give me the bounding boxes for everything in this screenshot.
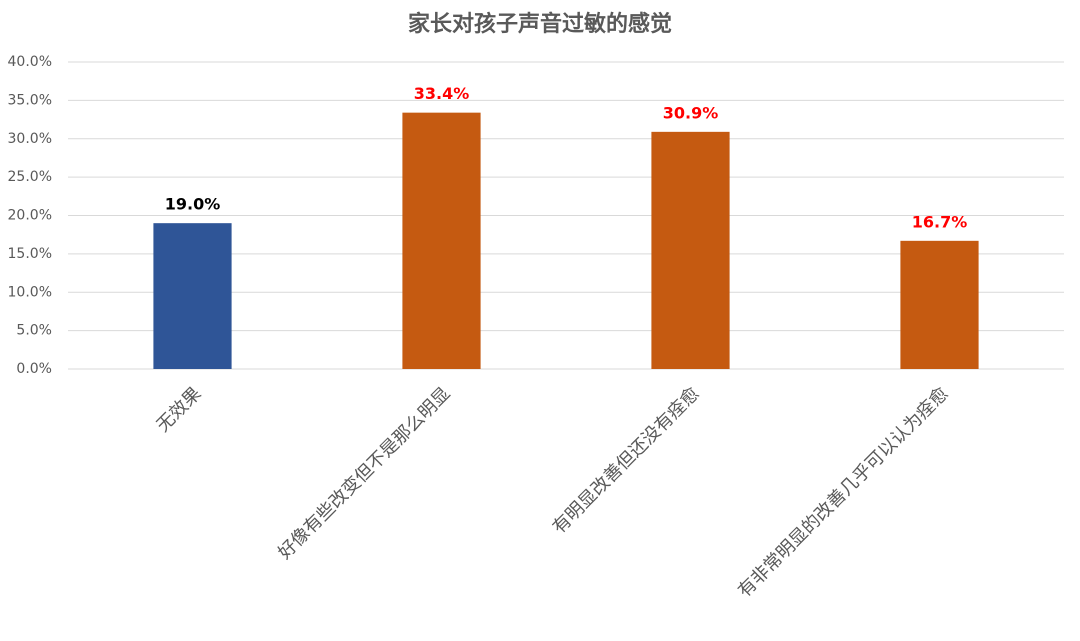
y-tick-label: 35.0% [8, 92, 52, 108]
y-tick-label: 25.0% [8, 169, 52, 185]
bar [651, 131, 730, 369]
value-label: 30.9% [663, 103, 719, 122]
y-tick-label: 0.0% [16, 361, 52, 377]
y-tick-label: 10.0% [8, 284, 52, 300]
value-label: 19.0% [165, 195, 221, 214]
x-tick-label: 有非常明显的改善几乎可以认为痊愈 [734, 383, 952, 601]
y-tick-label: 5.0% [16, 323, 52, 339]
x-tick-label: 无效果 [153, 383, 206, 436]
y-tick-label: 30.0% [8, 131, 52, 147]
bar [153, 223, 232, 369]
y-tick-label: 15.0% [8, 246, 52, 262]
x-tick-label: 有明显改善但还没有痊愈 [549, 383, 704, 538]
value-label: 16.7% [912, 212, 968, 231]
bar [900, 240, 979, 369]
x-tick-label: 好像有些改变但不是那么明显 [274, 383, 454, 563]
bar [402, 112, 481, 369]
value-label: 33.4% [414, 84, 470, 103]
y-tick-label: 20.0% [8, 208, 52, 224]
y-tick-label: 40.0% [8, 54, 52, 70]
chart-title: 家长对孩子声音过敏的感觉 [408, 11, 672, 37]
